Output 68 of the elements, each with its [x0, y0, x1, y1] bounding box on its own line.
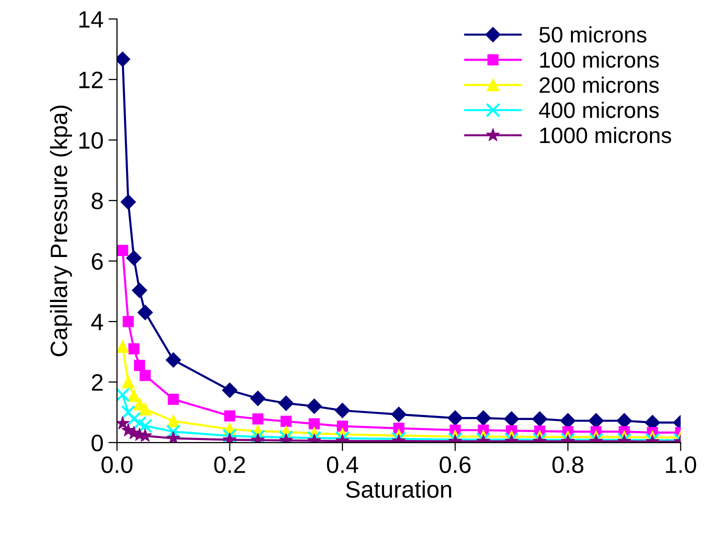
point	[334, 402, 350, 418]
point	[116, 340, 129, 353]
y-tick-label: 10	[79, 132, 103, 149]
point	[126, 412, 142, 426]
point	[132, 282, 148, 298]
point	[116, 387, 130, 402]
point	[120, 194, 136, 210]
point	[224, 410, 236, 422]
x-tick-label: 0.6	[440, 456, 471, 474]
point	[250, 390, 266, 406]
x-axis-title: Saturation	[346, 480, 452, 498]
point	[306, 398, 322, 414]
point	[391, 406, 406, 422]
point	[306, 430, 322, 443]
point	[166, 431, 180, 443]
legend-label: 100 microns	[540, 51, 659, 68]
point	[560, 413, 576, 428]
point	[222, 428, 238, 443]
point	[166, 424, 181, 439]
x-tick-label: 1.0	[666, 456, 696, 474]
y-tick-label: 14	[79, 11, 104, 28]
point	[138, 418, 152, 434]
point	[120, 404, 136, 420]
point	[280, 416, 292, 427]
point	[126, 250, 142, 266]
point	[308, 418, 320, 430]
point	[138, 304, 153, 320]
point	[336, 420, 348, 432]
point	[128, 343, 140, 354]
x-tick-label: 0.0	[102, 456, 132, 474]
y-tick-label: 8	[92, 192, 103, 210]
point	[117, 244, 128, 256]
y-tick-label: 0	[92, 434, 103, 452]
y-tick-label: 2	[92, 374, 103, 391]
point	[122, 316, 134, 328]
legend-label: 200 microns	[540, 76, 659, 93]
point	[532, 411, 548, 427]
point	[250, 430, 266, 443]
legend-label: 50 microns	[539, 26, 646, 43]
y-tick-label: 6	[92, 253, 103, 270]
point	[504, 411, 520, 427]
point	[132, 416, 147, 430]
point	[116, 52, 130, 67]
y-tick-label: 12	[79, 72, 103, 88]
point	[616, 413, 632, 428]
point	[476, 410, 491, 426]
point	[252, 413, 264, 425]
point	[278, 396, 294, 411]
legend-label: 400 microns	[539, 102, 659, 118]
y-tick-label: 4	[91, 314, 104, 330]
legend-label: 1000 microns	[540, 126, 672, 144]
point	[588, 413, 604, 428]
point	[140, 370, 151, 381]
point	[138, 403, 152, 416]
x-tick-label: 0.8	[552, 456, 584, 474]
point	[166, 352, 181, 368]
point	[116, 416, 130, 430]
point	[122, 376, 135, 388]
x-tick-label: 0.2	[214, 456, 245, 474]
point	[222, 382, 238, 398]
point	[128, 389, 140, 402]
y-axis-title: Capillary Pressure (kpa)	[50, 106, 72, 356]
point	[448, 410, 463, 426]
point	[278, 430, 294, 443]
point	[134, 360, 146, 371]
x-tick-label: 0.4	[326, 456, 358, 474]
point	[167, 414, 180, 428]
point	[168, 394, 179, 405]
